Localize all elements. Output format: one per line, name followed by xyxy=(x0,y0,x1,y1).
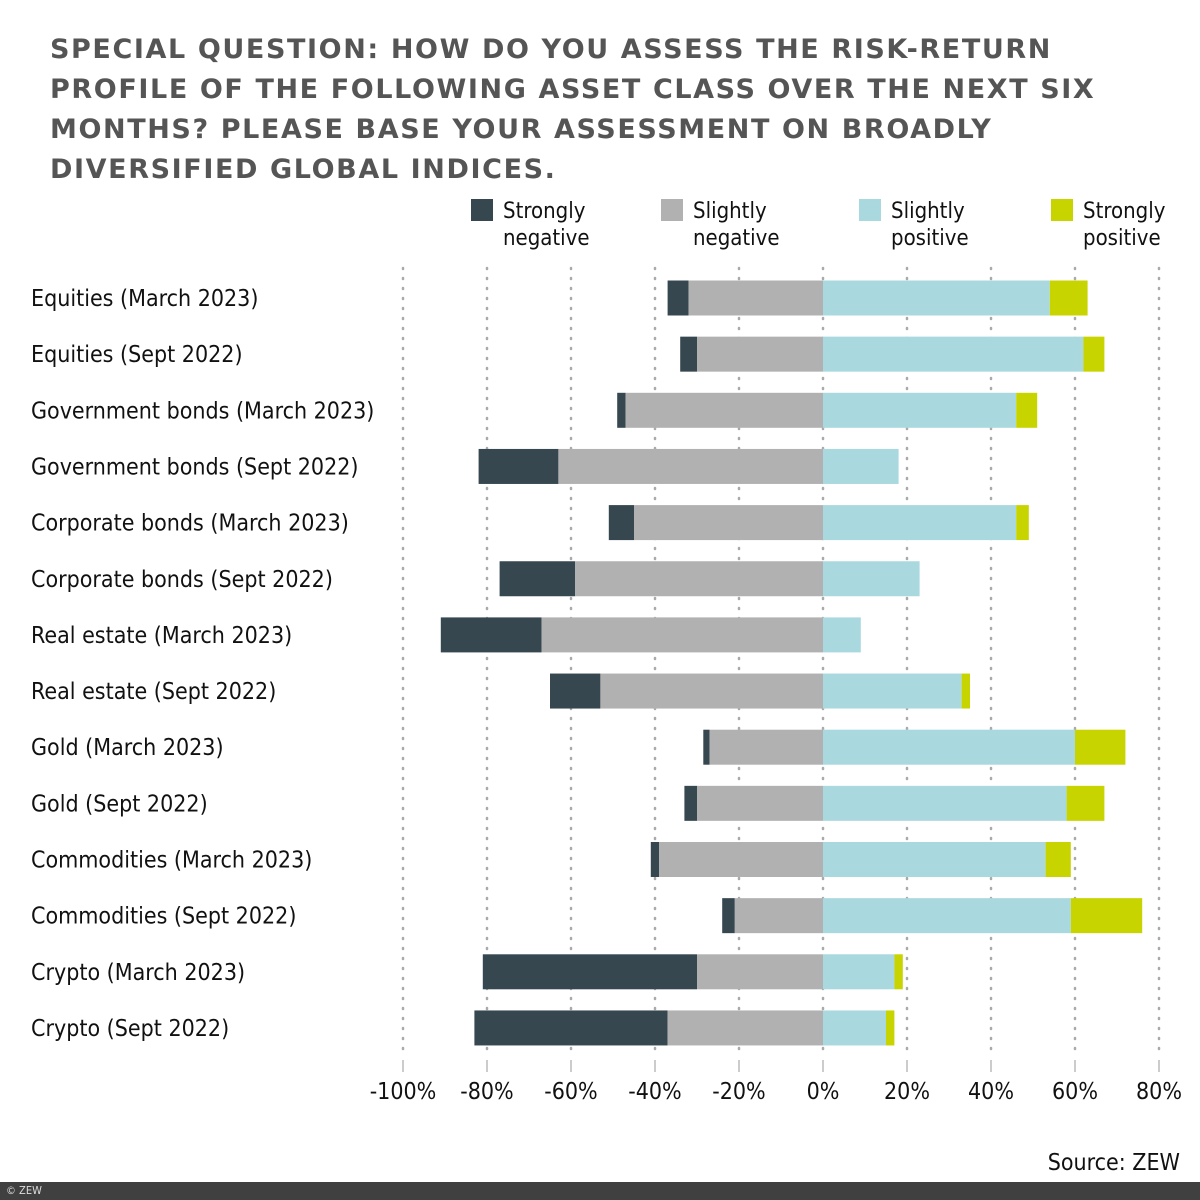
legend-label: positive xyxy=(891,226,969,251)
bar-slightly-positive xyxy=(823,729,1075,765)
source-note: Source: ZEW xyxy=(1048,1150,1180,1176)
bar-slightly-negative xyxy=(697,336,823,372)
bar-slightly-negative xyxy=(709,729,823,765)
bar-strongly-positive xyxy=(1083,336,1105,372)
category-label: Crypto (March 2023) xyxy=(31,960,245,986)
chart-title: SPECIAL QUESTION: HOW DO YOU ASSESS THE … xyxy=(50,34,1096,185)
category-label: Equities (March 2023) xyxy=(31,286,258,312)
bar-strongly-negative xyxy=(722,898,735,934)
x-tick-label: 80% xyxy=(1136,1079,1182,1105)
bar-slightly-positive xyxy=(823,842,1046,877)
legend-label: positive xyxy=(1083,226,1161,251)
category-label: Government bonds (March 2023) xyxy=(31,398,374,424)
bar-strongly-positive xyxy=(961,673,970,709)
bar-strongly-positive xyxy=(1016,505,1029,541)
bar-strongly-positive xyxy=(1045,842,1071,877)
legend-swatch xyxy=(661,199,683,221)
x-tick-label: -20% xyxy=(712,1079,765,1105)
bar-strongly-negative xyxy=(617,392,626,428)
bar-slightly-negative xyxy=(659,842,823,877)
x-tick-label: -60% xyxy=(544,1079,597,1105)
bar-strongly-negative xyxy=(550,673,601,709)
bar-slightly-positive xyxy=(823,673,962,709)
bar-strongly-negative xyxy=(478,448,559,484)
bar-strongly-positive xyxy=(1070,898,1143,934)
bar-slightly-negative xyxy=(558,448,823,484)
bar-slightly-negative xyxy=(734,898,823,934)
bar-slightly-negative xyxy=(688,280,823,316)
bar-strongly-negative xyxy=(608,505,634,541)
category-label: Commodities (Sept 2022) xyxy=(31,904,296,930)
bar-strongly-positive xyxy=(1075,729,1126,765)
bar-strongly-positive xyxy=(1049,280,1088,316)
category-label: Gold (March 2023) xyxy=(31,735,224,761)
x-tick-label: -100% xyxy=(370,1079,437,1105)
bar-slightly-negative xyxy=(600,673,823,709)
bar-slightly-negative xyxy=(697,954,823,990)
category-label: Real estate (March 2023) xyxy=(31,623,292,649)
bar-slightly-positive xyxy=(823,617,861,653)
x-tick-label: 60% xyxy=(1052,1079,1098,1105)
legend-label: Strongly xyxy=(503,199,586,224)
legend-swatch xyxy=(1051,199,1073,221)
x-tick-label: 40% xyxy=(968,1079,1014,1105)
bar-slightly-positive xyxy=(823,954,895,990)
bar-strongly-positive xyxy=(1066,785,1105,821)
category-label: Real estate (Sept 2022) xyxy=(31,679,276,705)
legend-swatch xyxy=(471,199,493,221)
bar-strongly-positive xyxy=(894,954,903,990)
bar-strongly-negative xyxy=(650,842,660,877)
category-label: Corporate bonds (March 2023) xyxy=(31,511,349,537)
legend-label: Strongly xyxy=(1083,199,1166,224)
bar-slightly-positive xyxy=(823,505,1017,541)
legend-label: Slightly xyxy=(693,199,767,224)
category-label: Equities (Sept 2022) xyxy=(31,342,243,368)
bar-strongly-negative xyxy=(482,954,697,990)
x-tick-label: -40% xyxy=(628,1079,681,1105)
bar-slightly-negative xyxy=(667,1010,823,1046)
legend-label: negative xyxy=(693,226,780,251)
x-tick-label: -80% xyxy=(460,1079,513,1105)
footer-bar: © ZEW xyxy=(0,1182,1200,1200)
bar-slightly-positive xyxy=(823,448,899,484)
legend-label: negative xyxy=(503,226,590,251)
bar-slightly-positive xyxy=(823,336,1084,372)
legend-label: Slightly xyxy=(891,199,965,224)
bar-slightly-positive xyxy=(823,785,1067,821)
bar-slightly-negative xyxy=(625,392,823,428)
category-label: Gold (Sept 2022) xyxy=(31,791,208,817)
bar-strongly-negative xyxy=(703,729,710,765)
bar-slightly-positive xyxy=(823,898,1071,934)
bar-slightly-positive xyxy=(823,280,1050,316)
bar-strongly-positive xyxy=(886,1010,895,1046)
bar-slightly-positive xyxy=(823,392,1017,428)
bar-slightly-negative xyxy=(697,785,823,821)
bar-strongly-negative xyxy=(474,1010,668,1046)
x-tick-label: 0% xyxy=(807,1079,840,1105)
bar-strongly-negative xyxy=(499,561,576,597)
legend-swatch xyxy=(859,199,881,221)
copyright: © ZEW xyxy=(6,1184,42,1197)
bar-strongly-positive xyxy=(1016,392,1038,428)
bar-slightly-negative xyxy=(634,505,823,541)
category-label: Corporate bonds (Sept 2022) xyxy=(31,567,333,593)
bar-strongly-negative xyxy=(680,336,697,372)
category-label: Crypto (Sept 2022) xyxy=(31,1016,229,1042)
bar-slightly-negative xyxy=(575,561,823,597)
bar-slightly-negative xyxy=(541,617,823,653)
bar-strongly-negative xyxy=(440,617,542,653)
bar-strongly-negative xyxy=(684,785,697,821)
category-label: Commodities (March 2023) xyxy=(31,848,312,874)
bar-strongly-negative xyxy=(667,280,689,316)
bar-slightly-positive xyxy=(823,1010,886,1046)
category-label: Government bonds (Sept 2022) xyxy=(31,454,358,480)
x-tick-label: 20% xyxy=(884,1079,930,1105)
bar-slightly-positive xyxy=(823,561,920,597)
